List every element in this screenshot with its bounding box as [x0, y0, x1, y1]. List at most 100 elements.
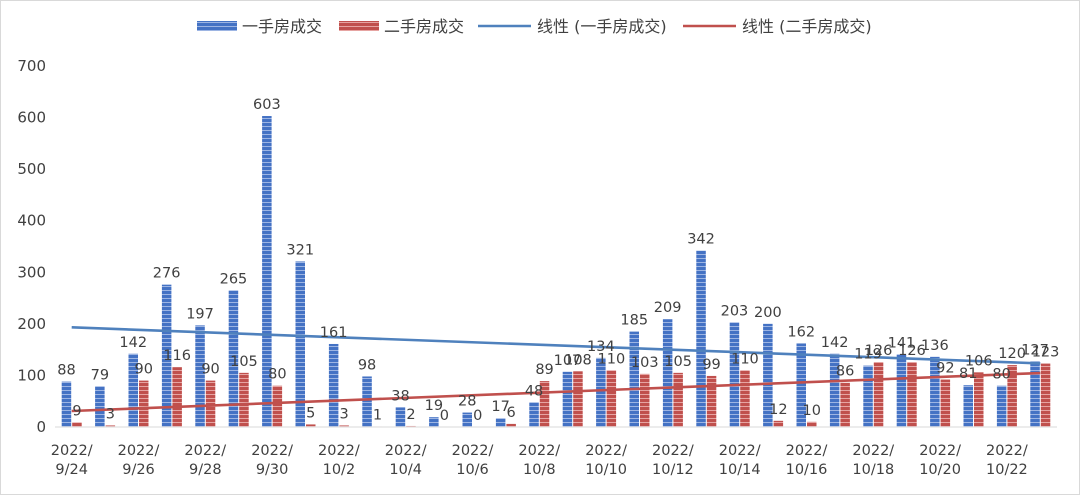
x-tick-label: 9/24 — [55, 462, 88, 478]
y-tick-label: 0 — [36, 418, 46, 436]
x-tick-label: 2022/ — [852, 443, 894, 459]
bar-new-homes — [529, 402, 539, 427]
bar-resale-homes — [873, 362, 884, 427]
bar-resale-homes — [807, 421, 817, 427]
bar-resale-homes — [339, 425, 349, 427]
data-label: 110 — [598, 351, 626, 367]
y-tick-label: 700 — [17, 57, 46, 75]
bar-resale-homes — [907, 362, 917, 427]
bar-new-homes — [629, 331, 639, 427]
bar-resale-homes — [1040, 363, 1051, 427]
x-tick-label: 10/2 — [323, 462, 356, 478]
legend-label-new-homes: 一手房成交 — [242, 17, 322, 36]
bar-resale-homes — [740, 370, 750, 427]
x-tick-label: 2022/ — [919, 443, 961, 459]
x-tick-label: 10/22 — [986, 462, 1028, 478]
data-label: 86 — [836, 364, 854, 380]
trendline — [71, 371, 1041, 413]
x-tick-label: 2022/ — [518, 443, 560, 459]
data-label: 81 — [959, 366, 977, 382]
data-label: 2 — [406, 407, 415, 423]
bar-new-homes — [128, 353, 138, 427]
data-label: 197 — [186, 306, 214, 322]
data-label: 80 — [268, 367, 286, 383]
data-label: 19 — [425, 398, 443, 414]
data-label: 80 — [992, 367, 1010, 383]
bar-resale-homes — [706, 375, 717, 427]
data-label: 108 — [564, 352, 592, 368]
bar-resale-homes — [172, 367, 182, 427]
data-label: 123 — [1032, 345, 1060, 361]
bar-new-homes — [295, 261, 305, 427]
bar-resale-homes — [673, 372, 683, 427]
bar-resale-homes — [573, 371, 583, 427]
data-label: 161 — [320, 325, 348, 341]
x-tick-label: 10/4 — [389, 462, 422, 478]
data-label: 142 — [821, 335, 849, 351]
bar-new-homes — [462, 412, 472, 427]
x-tick-label: 10/6 — [456, 462, 489, 478]
trendline — [71, 326, 1041, 365]
data-label: 90 — [201, 362, 219, 378]
data-label: 106 — [965, 353, 993, 369]
x-tick-label: 9/28 — [189, 462, 222, 478]
bar-new-homes — [328, 343, 339, 427]
bar-resale-homes — [840, 382, 850, 427]
x-tick-label: 2022/ — [385, 443, 427, 459]
bar-new-homes — [763, 323, 773, 427]
data-label: 0 — [473, 408, 482, 424]
y-tick-label: 300 — [17, 263, 46, 281]
data-label: 3 — [106, 406, 115, 422]
bar-resale-homes — [406, 425, 416, 427]
bar-resale-homes — [940, 379, 951, 427]
data-label: 185 — [620, 313, 648, 329]
bar-resale-homes — [974, 372, 984, 427]
data-label: 28 — [458, 394, 476, 410]
x-tick-label: 10/8 — [523, 462, 556, 478]
data-label: 103 — [631, 355, 659, 371]
bar-resale-homes — [506, 423, 516, 427]
x-tick-label: 10/20 — [919, 462, 961, 478]
bar-resale-homes — [306, 424, 316, 427]
data-label: 276 — [153, 266, 181, 282]
y-tick-label: 100 — [17, 366, 46, 384]
data-label: 203 — [721, 303, 749, 319]
bar-resale-homes — [1007, 365, 1017, 427]
bar-new-homes — [161, 284, 172, 427]
bar-resale-homes — [239, 372, 249, 427]
bar-resale-homes — [606, 370, 617, 427]
data-label: 9 — [72, 403, 81, 419]
data-label: 12 — [769, 402, 787, 418]
x-tick-label: 9/30 — [256, 462, 289, 478]
data-label: 209 — [654, 300, 682, 316]
x-axis: 2022/9/24 2022/9/26 2022/9/28 2022/9/30 2022… — [51, 426, 1057, 478]
bar-new-homes — [228, 290, 239, 427]
data-label: 17 — [491, 399, 509, 415]
legend-label-trend-resale: 线性 (二手房成交) — [742, 17, 872, 36]
bar-resale-homes — [205, 380, 216, 427]
data-label: 342 — [687, 232, 715, 248]
legend-swatch-new-homes — [197, 21, 237, 31]
bar-new-homes — [262, 116, 272, 428]
data-label: 6 — [507, 405, 516, 421]
bar-new-homes — [596, 357, 606, 427]
bar-new-homes — [495, 418, 506, 427]
x-tick-label: 2022/ — [318, 443, 360, 459]
data-label: 134 — [587, 339, 615, 355]
x-tick-label: 2022/ — [184, 443, 226, 459]
x-tick-label: 9/26 — [122, 462, 155, 478]
x-tick-label: 2022/ — [51, 443, 93, 459]
x-tick-label: 2022/ — [986, 443, 1028, 459]
data-label: 136 — [921, 338, 949, 354]
trendlines — [71, 326, 1041, 413]
data-label: 5 — [306, 405, 315, 421]
x-tick-label: 10/14 — [719, 462, 761, 478]
data-label: 98 — [358, 357, 376, 373]
data-label: 107 — [554, 353, 582, 369]
data-label: 321 — [286, 242, 314, 258]
data-label: 162 — [787, 324, 815, 340]
data-label: 48 — [525, 383, 543, 399]
x-tick-label: 2022/ — [452, 443, 494, 459]
data-label: 200 — [754, 305, 782, 321]
